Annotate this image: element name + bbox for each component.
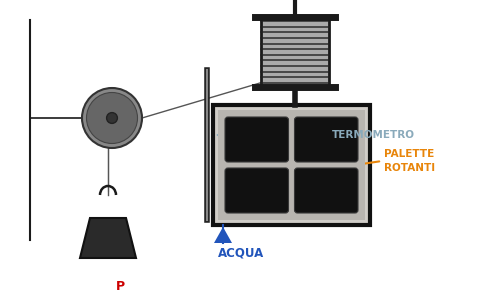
Circle shape xyxy=(107,113,118,123)
FancyBboxPatch shape xyxy=(261,17,329,87)
FancyBboxPatch shape xyxy=(213,105,370,225)
Polygon shape xyxy=(214,227,232,243)
Polygon shape xyxy=(80,218,136,258)
Text: P: P xyxy=(116,279,125,291)
Text: TERMOMETRO: TERMOMETRO xyxy=(332,130,415,140)
Circle shape xyxy=(82,88,142,148)
FancyBboxPatch shape xyxy=(218,110,365,220)
FancyBboxPatch shape xyxy=(295,168,358,213)
FancyBboxPatch shape xyxy=(295,117,358,162)
Text: PALETTE
ROTANTI: PALETTE ROTANTI xyxy=(384,149,435,173)
Circle shape xyxy=(87,93,137,143)
FancyBboxPatch shape xyxy=(225,168,288,213)
FancyBboxPatch shape xyxy=(225,117,288,162)
Text: ACQUA: ACQUA xyxy=(218,247,264,260)
